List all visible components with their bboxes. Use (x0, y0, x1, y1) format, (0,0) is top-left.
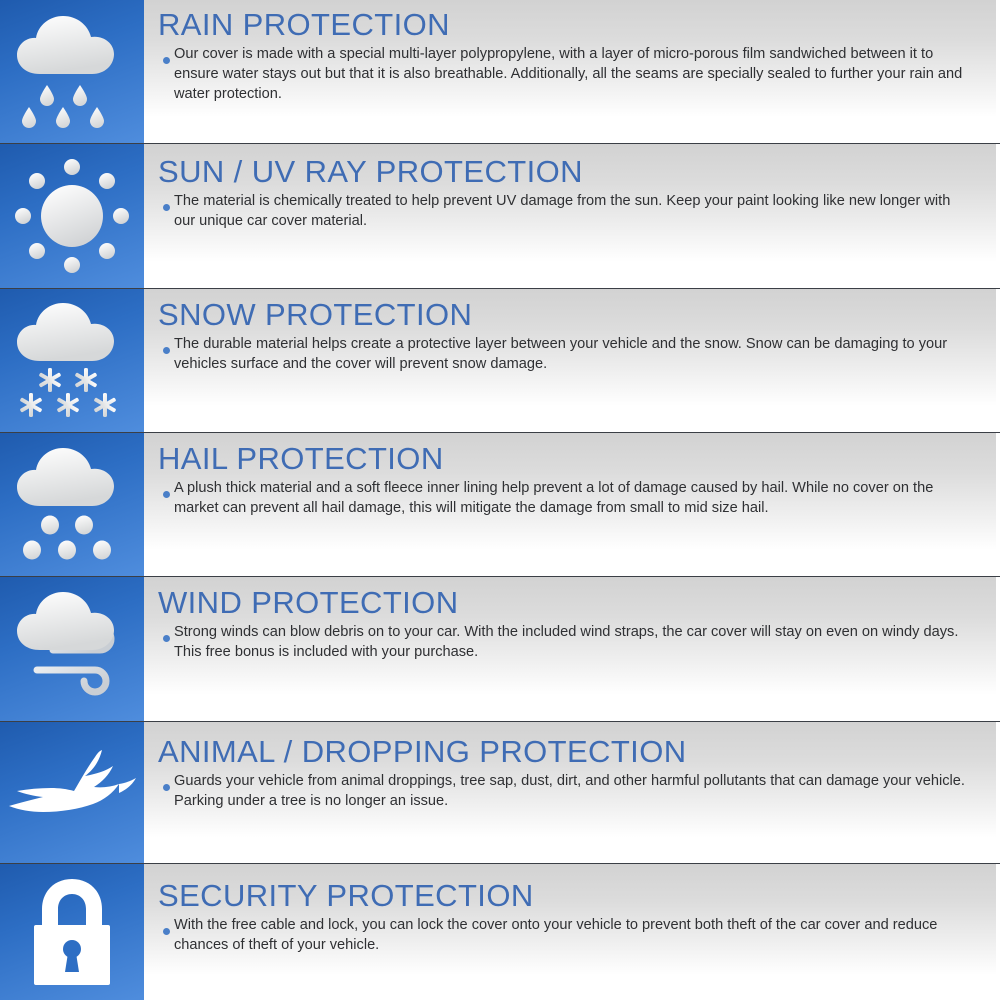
section-divider (0, 432, 1000, 433)
feature-section-rain: RAIN PROTECTION Our cover is made with a… (0, 0, 1000, 143)
feature-section-sun-uv: SUN / UV RAY PROTECTION The material is … (0, 143, 1000, 288)
bullet-row: Strong winds can blow debris on to your … (158, 623, 978, 663)
bullet-dot-icon (158, 783, 174, 791)
bullet-dot-icon (158, 634, 174, 642)
icon-panel-animal-dropping (0, 721, 144, 863)
flying-bird-icon (9, 750, 136, 812)
feature-section-snow: SNOW PROTECTION The durable material hel… (0, 288, 1000, 432)
section-divider (0, 721, 1000, 722)
feature-section-wind: WIND PROTECTION Strong winds can blow de… (0, 576, 1000, 721)
section-body: Strong winds can blow debris on to your … (174, 623, 959, 660)
panel-right-margin (996, 0, 1000, 143)
section-body: A plush thick material and a soft fleece… (174, 479, 934, 516)
icon-panel-hail (0, 432, 144, 576)
feature-section-security: SECURITY PROTECTION With the free cable … (0, 863, 1000, 1000)
panel-right-margin (996, 432, 1000, 576)
bullet-dot-icon (158, 56, 174, 64)
bullet-dot-icon (158, 490, 174, 498)
section-title: HAIL PROTECTION (158, 441, 444, 476)
panel-right-margin (996, 576, 1000, 721)
icon-panel-security (0, 863, 144, 1000)
section-body: With the free cable and lock, you can lo… (174, 916, 938, 953)
snow-cloud-icon (17, 303, 116, 417)
feature-section-animal-dropping: ANIMAL / DROPPING PROTECTION Guards your… (0, 721, 1000, 863)
hail-cloud-icon (17, 448, 114, 560)
text-panel-wind: WIND PROTECTION Strong winds can blow de… (144, 576, 1000, 721)
section-title: SUN / UV RAY PROTECTION (158, 154, 583, 189)
icon-panel-snow (0, 288, 144, 432)
section-body: The durable material helps create a prot… (174, 335, 948, 372)
text-panel-rain: RAIN PROTECTION Our cover is made with a… (144, 0, 1000, 143)
icon-panel-rain (0, 0, 144, 143)
rain-cloud-icon (17, 15, 114, 128)
section-title: RAIN PROTECTION (158, 7, 450, 42)
section-title: SECURITY PROTECTION (158, 878, 534, 913)
section-divider (0, 288, 1000, 289)
section-title: WIND PROTECTION (158, 585, 459, 620)
section-title: ANIMAL / DROPPING PROTECTION (158, 734, 687, 769)
sun-icon (15, 158, 129, 273)
bullet-dot-icon (158, 927, 174, 935)
bullet-row: Our cover is made with a special multi-l… (158, 45, 978, 105)
text-panel-hail: HAIL PROTECTION A plush thick material a… (144, 432, 1000, 576)
bullet-row: The material is chemically treated to he… (158, 192, 978, 232)
text-panel-snow: SNOW PROTECTION The durable material hel… (144, 288, 1000, 432)
bullet-dot-icon (158, 346, 174, 354)
feature-section-hail: HAIL PROTECTION A plush thick material a… (0, 432, 1000, 576)
bullet-row: Guards your vehicle from animal dropping… (158, 772, 978, 812)
panel-right-margin (996, 721, 1000, 863)
section-divider (0, 576, 1000, 577)
bullet-row: A plush thick material and a soft fleece… (158, 479, 978, 519)
section-title: SNOW PROTECTION (158, 297, 473, 332)
section-body: Our cover is made with a special multi-l… (174, 45, 963, 102)
text-panel-security: SECURITY PROTECTION With the free cable … (144, 863, 1000, 1000)
panel-right-margin (996, 863, 1000, 1000)
wind-cloud-icon (17, 591, 115, 695)
text-panel-sun-uv: SUN / UV RAY PROTECTION The material is … (144, 143, 1000, 288)
icon-panel-sun-uv (0, 143, 144, 288)
icon-panel-wind (0, 576, 144, 721)
bullet-row: With the free cable and lock, you can lo… (158, 916, 978, 956)
bullet-row: The durable material helps create a prot… (158, 335, 978, 375)
panel-right-margin (996, 288, 1000, 432)
text-panel-animal-dropping: ANIMAL / DROPPING PROTECTION Guards your… (144, 721, 1000, 863)
section-divider (0, 143, 1000, 144)
padlock-icon (34, 878, 110, 985)
section-body: The material is chemically treated to he… (174, 192, 951, 229)
bullet-dot-icon (158, 203, 174, 211)
section-body: Guards your vehicle from animal dropping… (174, 772, 965, 809)
section-divider (0, 863, 1000, 864)
panel-right-margin (996, 143, 1000, 288)
